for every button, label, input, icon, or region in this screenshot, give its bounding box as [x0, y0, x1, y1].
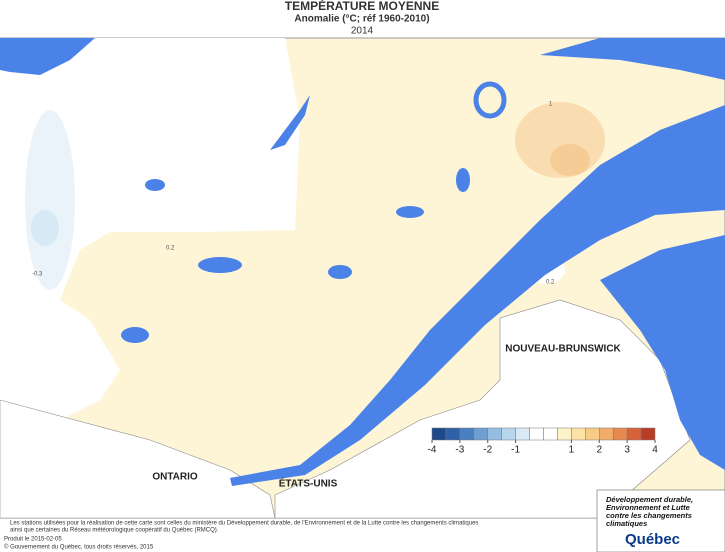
scale-tick-label: -1 — [511, 445, 520, 456]
footer: Les stations utilisées pour la réalisati… — [4, 521, 478, 551]
scale-tick-label: -4 — [428, 445, 437, 456]
contour-label: 1 — [549, 102, 553, 108]
footer-note: ainsi que certaines du Réseau météorolog… — [10, 528, 219, 534]
logo-box — [596, 489, 725, 552]
logo-name: Québec — [625, 531, 680, 548]
scale-tick-label: 4 — [652, 445, 658, 456]
scale-swatch — [473, 427, 488, 441]
scale-swatch — [571, 427, 586, 441]
logo-ministry: Environnement et Lutte — [606, 503, 690, 512]
footer-note: Les stations utilisées pour la réalisati… — [10, 521, 478, 527]
scale-swatch — [487, 427, 502, 441]
scale-swatch — [640, 427, 656, 441]
footer-produced: Produit le 2015-02-05 — [4, 537, 62, 543]
scale-swatch — [515, 427, 530, 441]
logo-ministry: contre les changements — [606, 511, 692, 520]
subtitle: Anomalie (°C; réf 1960-2010) — [294, 14, 429, 25]
scale-swatch — [431, 427, 447, 441]
scale-swatch — [599, 427, 614, 441]
scale-swatch — [557, 427, 572, 441]
contour-label: -0.3 — [32, 272, 43, 278]
scale-tick-label: 2 — [596, 445, 602, 456]
scale-tick-label: 3 — [624, 445, 630, 456]
logo-ministry: climatiques — [606, 519, 647, 528]
scale-tick-label: -2 — [483, 445, 492, 456]
logo-ministry: Développement durable, — [606, 495, 693, 504]
scale-swatch — [445, 427, 461, 441]
year: 2014 — [351, 26, 374, 37]
footer-copyright: © Gouvernement du Québec, tous droits ré… — [4, 544, 154, 551]
scale-swatch — [459, 427, 475, 441]
map: NOUVEAU-BRUNSWICK ONTARIO ÉTATS-UNIS 0.2… — [0, 37, 725, 519]
scale-swatch — [612, 427, 628, 441]
scale-tick-label: 1 — [569, 445, 575, 456]
region-label: ONTARIO — [152, 472, 198, 483]
logo: Développement durable,Environnement et L… — [606, 495, 693, 548]
scale-swatch — [543, 427, 558, 441]
scale-swatch — [529, 427, 544, 441]
scale-tick-label: -3 — [455, 445, 464, 456]
contour-label: 0.2 — [166, 246, 175, 252]
region-label: ÉTATS-UNIS — [279, 477, 338, 490]
scale-swatch — [585, 427, 600, 441]
title: TEMPÉRATURE MOYENNE — [285, 0, 439, 13]
color-scale: -4 -3 -2 -1 1 2 3 4 — [428, 427, 658, 456]
scale-swatch — [626, 427, 642, 441]
region-label: NOUVEAU-BRUNSWICK — [505, 344, 621, 355]
scale-swatch — [501, 427, 516, 441]
contour-label: 0.2 — [546, 280, 555, 286]
